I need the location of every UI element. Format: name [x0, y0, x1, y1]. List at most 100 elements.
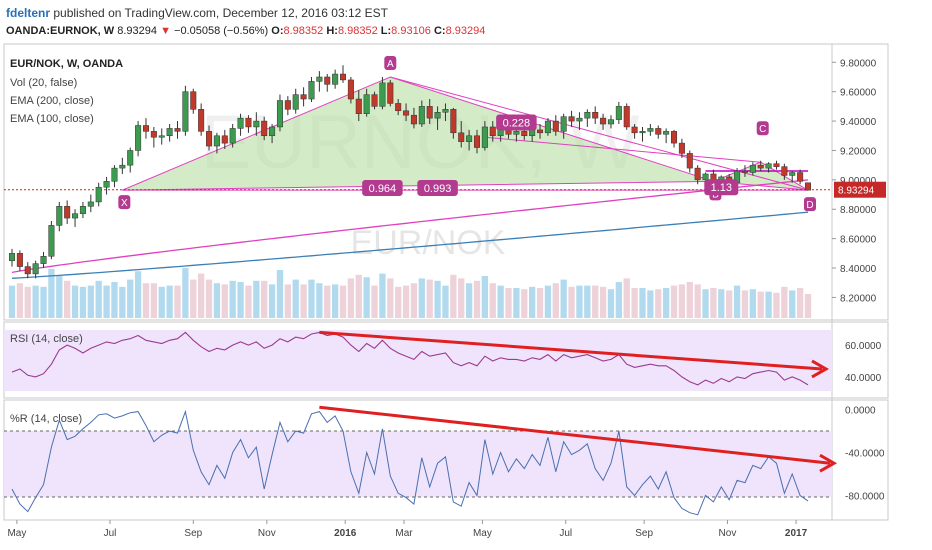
ema200-line [11, 211, 809, 279]
williams-divergence-arrow [319, 405, 831, 465]
candle-body [600, 117, 607, 125]
close-value: 8.93294 [445, 25, 486, 37]
volume-bar [434, 280, 441, 318]
candle-body [631, 126, 638, 134]
point-label-bg [118, 195, 131, 210]
candle-body [481, 126, 488, 148]
candle-body [426, 106, 433, 119]
candle-body [410, 114, 417, 125]
candle-body [119, 164, 126, 169]
candle-body [418, 106, 425, 125]
author-name[interactable]: fdeltenr [6, 6, 51, 20]
volume-bar [599, 286, 607, 318]
candle-body [355, 98, 362, 114]
volume-bar [576, 285, 583, 318]
volume-bar [221, 284, 228, 318]
volume-bar [8, 285, 16, 318]
candle-body [576, 117, 583, 122]
volume-bar [489, 283, 496, 318]
williams-series: 0.0000 -40.0000 -80.0000 [11, 405, 885, 516]
time-tick-label: Nov [719, 528, 737, 539]
legend-vol: Vol (20, false) [10, 77, 77, 89]
volume-bar [773, 292, 780, 318]
point-label-C: C [759, 124, 766, 135]
candle-body [741, 170, 748, 173]
candle-body [198, 109, 205, 132]
ohlc-header: OANDA:EURNOK, W 8.93294 ▼ −0.05058 (−0.5… [6, 25, 485, 37]
candle-body [276, 100, 283, 128]
open-value: 8.98352 [283, 25, 324, 37]
volume-bar [166, 285, 173, 318]
volume-bar [371, 285, 378, 318]
volume-bar [481, 276, 489, 318]
volume-bar [615, 282, 623, 318]
point-label-bg [804, 197, 816, 212]
rsi-line [11, 331, 809, 386]
last-price: 8.93294 [117, 25, 157, 37]
candle-body [544, 120, 551, 134]
candle-body [32, 263, 39, 275]
candle-body [671, 131, 678, 144]
candle-body [269, 126, 276, 137]
point-label-bg [756, 121, 769, 136]
candle-body [804, 182, 812, 191]
legend-ema200: EMA (200, close) [10, 95, 94, 107]
volume-bar [789, 290, 796, 318]
williams-tick-label: -40.0000 [845, 448, 885, 459]
candle-body [789, 172, 796, 176]
time-tick-label: Sep [635, 528, 653, 539]
candle-body [340, 73, 347, 81]
symbol-label: OANDA:EURNOK, W [6, 25, 115, 37]
volume-bar [40, 286, 47, 318]
volume-bar [568, 286, 575, 318]
price-tick-label: 8.40000 [840, 264, 877, 275]
candle-body [568, 116, 575, 122]
candle-body [308, 81, 315, 100]
candle-body [781, 166, 788, 176]
candle-body [592, 112, 599, 119]
price-tick-label: 9.40000 [840, 117, 877, 128]
volume-bar [623, 278, 630, 318]
volume-bar [134, 271, 142, 318]
volume-bar [56, 276, 63, 318]
williams-title: %R (14, close) [10, 413, 82, 425]
candle-body [150, 131, 157, 138]
volume-bar [536, 288, 544, 318]
volume-bar [662, 288, 670, 318]
time-axis[interactable]: May Jul Sep Nov 2016 Mar May Jul Sep Nov 2017 [7, 520, 808, 539]
low-label: L: [380, 25, 392, 37]
candle-body [111, 167, 118, 182]
candle-body [127, 150, 134, 166]
candle-body [434, 112, 441, 119]
volume-bar [544, 285, 552, 318]
candle-body [615, 106, 622, 120]
ema100-line [11, 179, 809, 274]
candle-body [324, 76, 331, 85]
candle-body [489, 126, 496, 137]
volume-bar [796, 288, 804, 318]
candle-body [371, 94, 378, 107]
volume-bar [324, 285, 331, 318]
point-label-D: D [806, 200, 813, 211]
time-tick-label: Mar [395, 528, 413, 539]
price-axis[interactable]: 9.80000 9.60000 9.40000 9.20000 9.00000 8.800… [832, 58, 886, 304]
volume-bar [95, 280, 102, 318]
volume-bar [237, 282, 244, 318]
ratio-label: 1.13 [711, 182, 732, 194]
volume-bar [694, 284, 701, 318]
candle-body [245, 117, 252, 128]
volume-bar [268, 284, 276, 318]
candle-body [560, 116, 567, 132]
candle-body [237, 117, 244, 129]
legend-title: EUR/NOK, W, OANDA [10, 58, 123, 70]
volume-bar [245, 285, 252, 318]
candle-body [221, 135, 228, 144]
candle-body [702, 173, 709, 181]
volume-bar [127, 279, 134, 318]
candle-body [513, 131, 520, 135]
candle-body [229, 128, 236, 144]
candle-body [773, 163, 780, 167]
candle-body [87, 201, 94, 207]
